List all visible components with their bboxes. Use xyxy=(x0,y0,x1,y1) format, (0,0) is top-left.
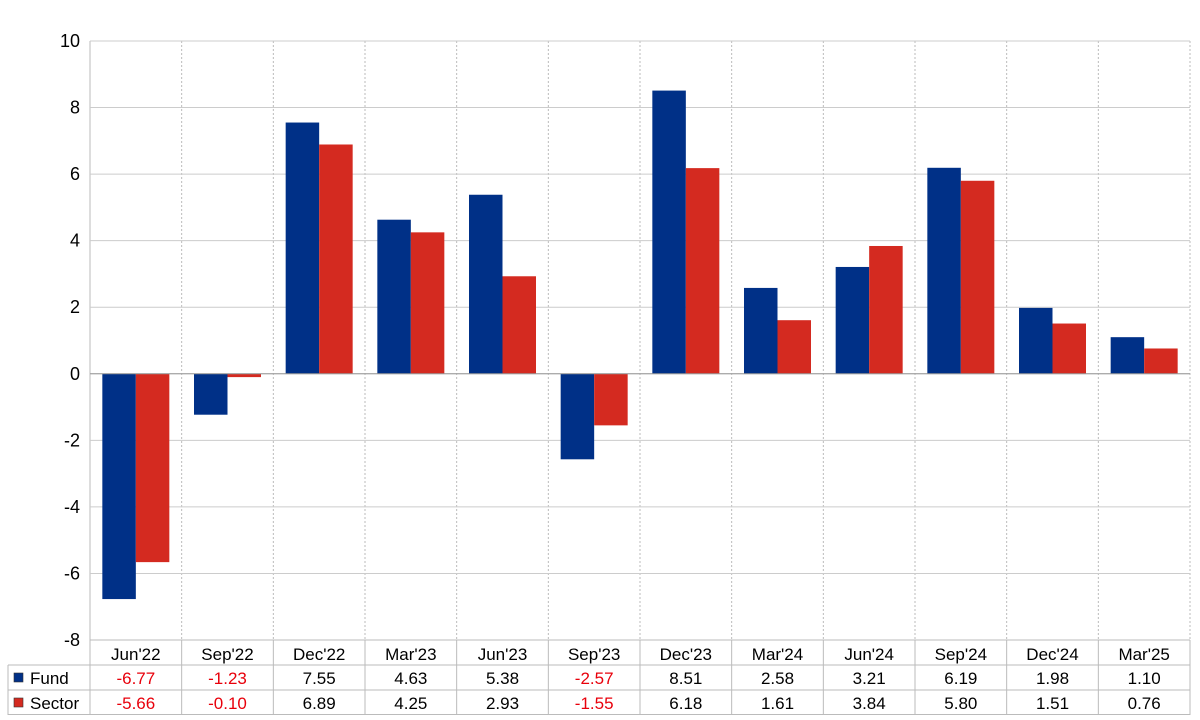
bar-fund xyxy=(560,373,595,460)
data-label: 2.93 xyxy=(486,694,519,713)
bar-sector xyxy=(410,232,445,374)
data-label: -0.10 xyxy=(208,694,247,713)
legend-label: Sector xyxy=(30,694,79,713)
y-tick-label: -8 xyxy=(64,630,80,650)
y-tick-label: 8 xyxy=(70,98,80,118)
y-tick-label: -2 xyxy=(64,430,80,450)
y-tick-label: 0 xyxy=(70,364,80,384)
bar-sector xyxy=(1052,323,1086,374)
bar-fund xyxy=(1019,307,1053,374)
data-label: 5.38 xyxy=(486,669,519,688)
x-tick-label: Jun'22 xyxy=(111,645,161,664)
data-label: 6.18 xyxy=(669,694,702,713)
bar-sector xyxy=(869,245,903,374)
y-tick-label: -4 xyxy=(64,497,80,517)
y-tick-label: -6 xyxy=(64,563,80,583)
data-label: 1.10 xyxy=(1128,669,1161,688)
bar-sector xyxy=(960,180,995,374)
data-label: 4.63 xyxy=(394,669,427,688)
data-label: -2.57 xyxy=(575,669,614,688)
bar-fund xyxy=(102,373,136,600)
x-tick-label: Dec'24 xyxy=(1026,645,1078,664)
data-label: 1.61 xyxy=(761,694,794,713)
bar-sector xyxy=(685,168,720,374)
bar-sector xyxy=(227,373,261,378)
x-tick-label: Jun'24 xyxy=(844,645,894,664)
data-label: 1.51 xyxy=(1036,694,1069,713)
data-label: 1.98 xyxy=(1036,669,1069,688)
bar-sector xyxy=(777,320,811,374)
x-tick-label: Sep'23 xyxy=(568,645,620,664)
data-label: 2.58 xyxy=(761,669,794,688)
bar-fund xyxy=(469,194,503,374)
data-label: 3.84 xyxy=(853,694,886,713)
data-label: 3.21 xyxy=(853,669,886,688)
x-tick-label: Mar'24 xyxy=(752,645,803,664)
bar-sector xyxy=(502,276,536,374)
data-label: 6.19 xyxy=(944,669,977,688)
data-label: -6.77 xyxy=(116,669,155,688)
x-tick-label: Mar'23 xyxy=(385,645,436,664)
bar-fund xyxy=(285,122,320,374)
bar-sector xyxy=(594,373,628,426)
data-label: 6.89 xyxy=(303,694,336,713)
data-label: 4.25 xyxy=(394,694,427,713)
bar-sector xyxy=(319,144,353,374)
legend-label: Fund xyxy=(30,669,69,688)
bar-fund xyxy=(652,90,686,374)
data-label: 5.80 xyxy=(944,694,977,713)
data-label: -1.55 xyxy=(575,694,614,713)
bar-fund xyxy=(835,266,870,374)
legend-swatch-fund xyxy=(13,672,24,683)
y-tick-label: 10 xyxy=(60,31,80,51)
x-tick-label: Dec'22 xyxy=(293,645,345,664)
data-label: -5.66 xyxy=(116,694,155,713)
data-label: 7.55 xyxy=(303,669,336,688)
data-label: 8.51 xyxy=(669,669,702,688)
bar-fund xyxy=(377,219,411,374)
x-tick-label: Mar'25 xyxy=(1118,645,1169,664)
x-tick-label: Dec'23 xyxy=(660,645,712,664)
data-label: -1.23 xyxy=(208,669,247,688)
y-tick-label: 6 xyxy=(70,164,80,184)
bar-sector xyxy=(135,373,170,563)
x-tick-label: Sep'24 xyxy=(935,645,987,664)
y-tick-label: 2 xyxy=(70,297,80,317)
y-tick-label: 4 xyxy=(70,231,80,251)
data-label: 0.76 xyxy=(1128,694,1161,713)
bar-fund xyxy=(1110,337,1145,374)
bar-fund xyxy=(194,373,228,415)
bar-fund xyxy=(744,287,778,374)
x-tick-label: Sep'22 xyxy=(201,645,253,664)
legend-swatch-sector xyxy=(13,697,24,708)
bar-fund xyxy=(927,167,961,374)
x-tick-label: Jun'23 xyxy=(478,645,528,664)
bar-sector xyxy=(1144,348,1178,374)
